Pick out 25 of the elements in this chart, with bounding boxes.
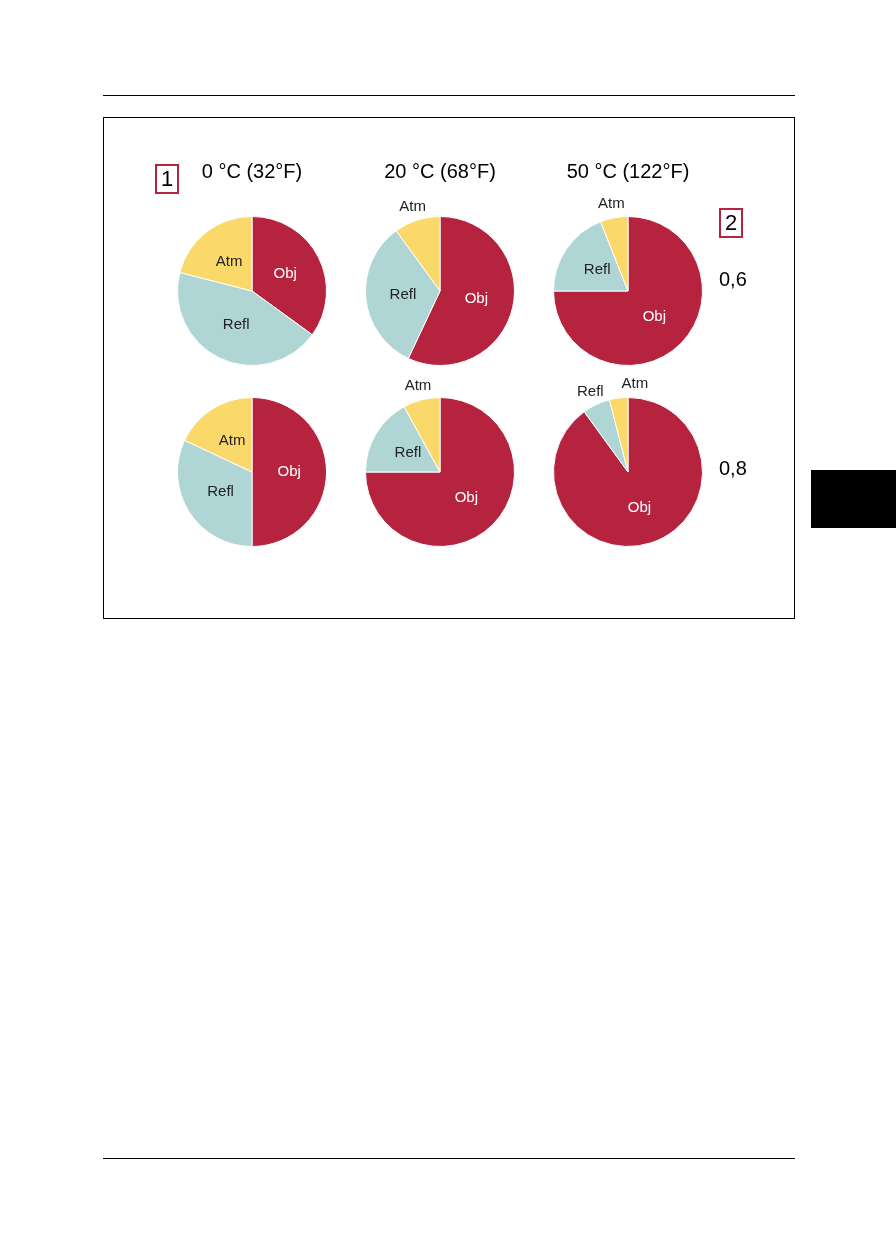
slice-label: Obj — [273, 264, 297, 282]
text: 0,8 — [719, 457, 747, 480]
slice-label: Atm — [215, 251, 243, 269]
text: 1 — [155, 164, 180, 194]
slice-label: Refl — [207, 482, 234, 500]
slice-label: Refl — [389, 284, 417, 302]
text: 0,6 — [719, 268, 747, 291]
slice-label: Atm — [621, 374, 649, 392]
slice-label: Obj — [627, 497, 652, 515]
chart-title: 50 °C (122°F) — [565, 160, 691, 184]
slice-label: Refl — [576, 382, 604, 400]
slice-label: Obj — [464, 289, 489, 307]
slice-label: Atm — [404, 376, 432, 394]
slice-label: Atm — [399, 196, 426, 214]
slice-label: Obj — [454, 488, 479, 506]
slice-label: Obj — [642, 307, 667, 325]
slice-label: Obj — [277, 462, 301, 480]
chart-title: 20 °C (68°F) — [383, 160, 497, 184]
slice-label: Refl — [394, 443, 422, 461]
chart-title: 0 °C (32°F) — [201, 160, 303, 182]
text: 2 — [719, 208, 744, 238]
slice-label: Atm — [598, 194, 625, 212]
slice-label: Atm — [218, 430, 246, 448]
slice-label: Refl — [583, 260, 611, 278]
slice-label: Refl — [222, 314, 250, 332]
